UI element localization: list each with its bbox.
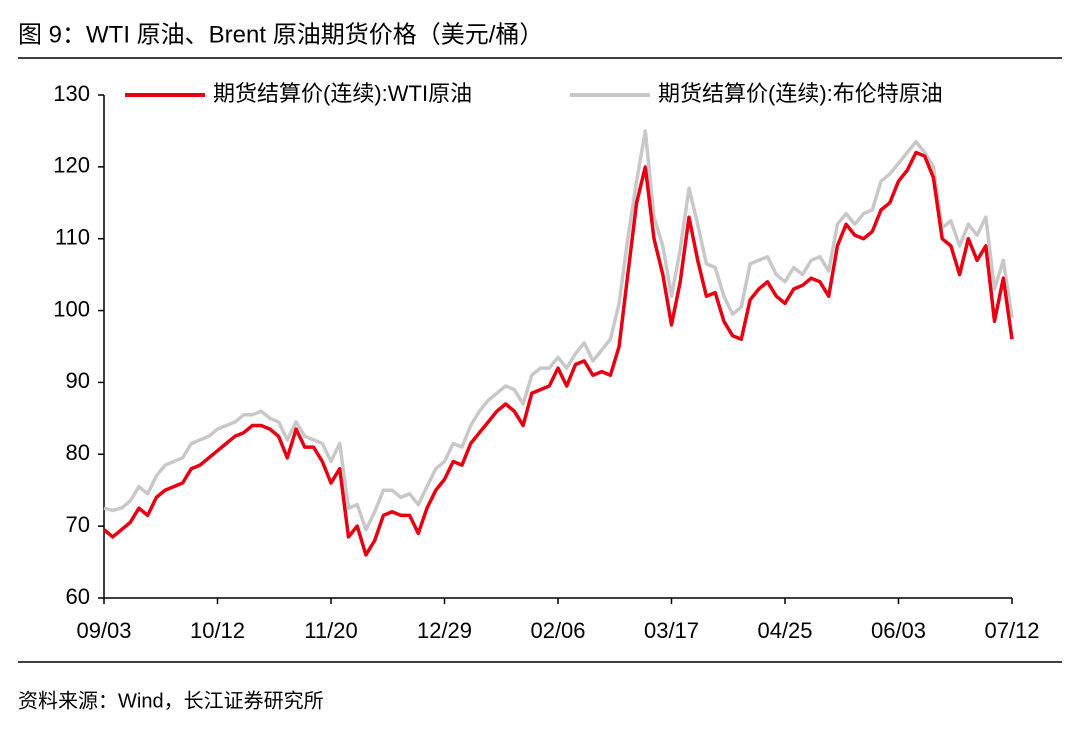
x-tick-label: 10/12	[190, 618, 245, 643]
x-tick-label: 04/25	[757, 618, 812, 643]
y-tick-label: 60	[66, 584, 90, 609]
y-tick-label: 80	[66, 440, 90, 465]
x-tick-label: 03/17	[644, 618, 699, 643]
y-tick-label: 70	[66, 512, 90, 537]
x-tick-label: 11/20	[304, 618, 357, 643]
y-tick-label: 110	[55, 225, 90, 250]
y-tick-label: 90	[66, 368, 90, 393]
y-tick-label: 130	[53, 81, 90, 106]
x-tick-label: 12/29	[417, 618, 472, 643]
y-tick-label: 100	[53, 296, 90, 321]
legend-label: 期货结算价(连续):WTI原油	[213, 81, 472, 106]
y-tick-label: 120	[53, 153, 90, 178]
series-line	[102, 150, 1014, 557]
x-tick-label: 07/12	[984, 618, 1039, 643]
source: 资料来源：Wind，长江证券研究所	[18, 689, 324, 712]
chart-title: 图 9：WTI 原油、Brent 原油期货价格（美元/桶）	[18, 21, 543, 48]
x-tick-label: 02/06	[530, 618, 585, 643]
series-line	[103, 129, 1014, 532]
x-tick-label: 06/03	[871, 618, 926, 643]
x-tick-label: 09/03	[76, 618, 131, 643]
legend-label: 期货结算价(连续):布伦特原油	[658, 81, 943, 106]
